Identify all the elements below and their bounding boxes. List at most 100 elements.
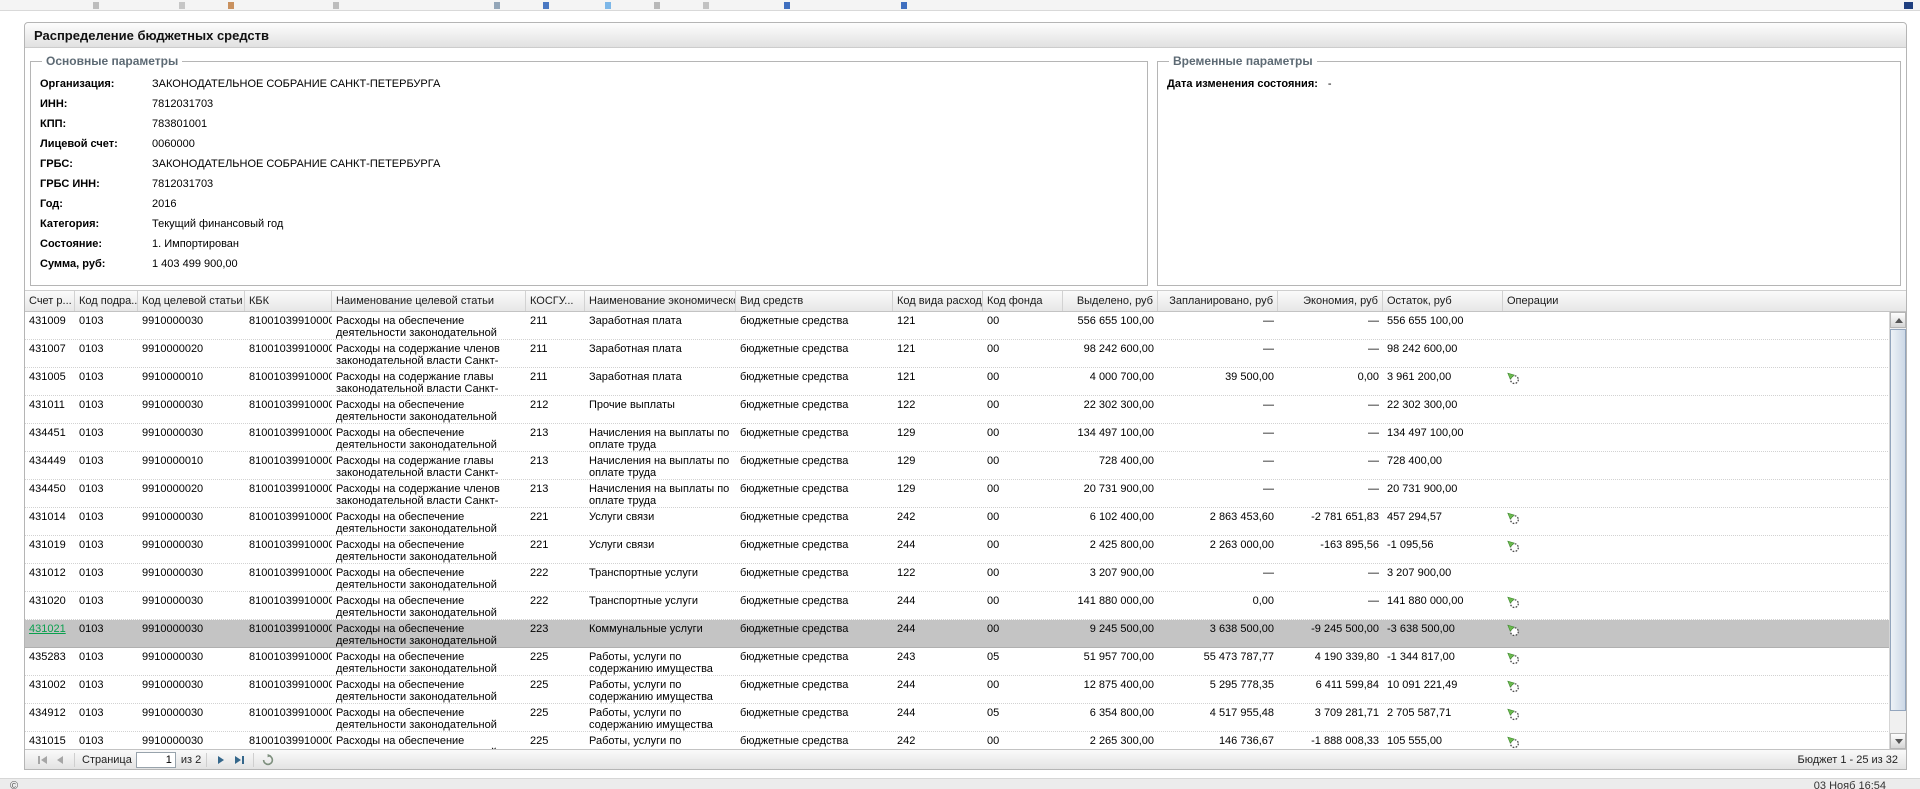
cell-savings: — bbox=[1368, 455, 1379, 467]
grid-row[interactable]: 435283 0103 9910000030 81001039910000... Рас… bbox=[25, 648, 1906, 676]
cell-remainder: 3 961 200,00 bbox=[1387, 371, 1452, 383]
cell-fund_type: бюджетные средства bbox=[740, 623, 849, 635]
budget-grid: Счет р... Код подра... Код целевой статьи К… bbox=[25, 290, 1906, 769]
cell-remainder: 2 705 587,71 bbox=[1387, 707, 1452, 719]
redistribute-icon[interactable] bbox=[1507, 652, 1520, 668]
page-number-input[interactable] bbox=[135, 751, 176, 768]
cell-kosgu: 222 bbox=[530, 567, 549, 579]
redistribute-icon[interactable] bbox=[1507, 624, 1520, 640]
col-header-target_name[interactable]: Наименование целевой статьи bbox=[332, 291, 526, 311]
cell-planned: 5 295 778,35 bbox=[1209, 679, 1274, 691]
grid-row[interactable]: 434451 0103 9910000030 81001039910000... Рас… bbox=[25, 424, 1906, 452]
grid-row[interactable]: 431007 0103 9910000020 81001039910000... Рас… bbox=[25, 340, 1906, 368]
grid-row[interactable]: 434912 0103 9910000030 81001039910000... Рас… bbox=[25, 704, 1906, 732]
account-link[interactable]: 431009 bbox=[29, 315, 66, 327]
account-link[interactable]: 431007 bbox=[29, 343, 66, 355]
refresh-button[interactable] bbox=[259, 752, 277, 768]
grid-row[interactable]: 434450 0103 9910000020 81001039910000... Рас… bbox=[25, 480, 1906, 508]
account-link[interactable]: 431002 bbox=[29, 679, 66, 691]
account-link[interactable]: 431015 bbox=[29, 735, 66, 747]
col-header-allocated[interactable]: Выделено, руб bbox=[1063, 291, 1158, 311]
cell-remainder: 728 400,00 bbox=[1387, 455, 1443, 467]
redistribute-icon[interactable] bbox=[1507, 596, 1520, 612]
cell-target_code: 9910000030 bbox=[142, 707, 204, 719]
grid-row[interactable]: 434449 0103 9910000010 81001039910000... Рас… bbox=[25, 452, 1906, 480]
redistribute-icon[interactable] bbox=[1507, 708, 1520, 724]
col-header-savings[interactable]: Экономия, руб bbox=[1278, 291, 1383, 311]
grid-row[interactable]: 431020 0103 9910000030 81001039910000... Рас… bbox=[25, 592, 1906, 620]
account-link[interactable]: 431019 bbox=[29, 539, 66, 551]
scroll-up-button[interactable] bbox=[1890, 312, 1906, 328]
grid-row[interactable]: 431002 0103 9910000030 81001039910000... Рас… bbox=[25, 676, 1906, 704]
col-header-fund_code[interactable]: Код фонда bbox=[983, 291, 1063, 311]
account-link[interactable]: 434449 bbox=[29, 455, 66, 467]
col-header-kbk[interactable]: КБК bbox=[245, 291, 332, 311]
col-header-remainder[interactable]: Остаток, руб bbox=[1383, 291, 1503, 311]
cell-remainder: 98 242 600,00 bbox=[1387, 343, 1458, 355]
grid-row[interactable]: 431015 0103 9910000030 81001039910000... Рас… bbox=[25, 732, 1906, 749]
col-header-expense_kind[interactable]: Код вида расходов bbox=[893, 291, 983, 311]
account-link[interactable]: 431014 bbox=[29, 511, 66, 523]
cell-target_name: Расходы на обеспечение деятельности зако… bbox=[336, 427, 497, 451]
first-page-button[interactable] bbox=[33, 752, 51, 768]
param-value: - bbox=[1327, 78, 1332, 90]
cell-dept: 0103 bbox=[79, 567, 104, 579]
cell-savings: 0,00 bbox=[1357, 371, 1379, 383]
cell-kosgu: 211 bbox=[530, 343, 548, 355]
col-header-fund_type[interactable]: Вид средств bbox=[736, 291, 893, 311]
col-header-dept[interactable]: Код подра... bbox=[75, 291, 138, 311]
redistribute-icon[interactable] bbox=[1507, 372, 1520, 388]
param-label: ИНН: bbox=[40, 98, 68, 110]
last-page-button[interactable] bbox=[230, 752, 248, 768]
cell-econ_name: Транспортные услуги bbox=[589, 567, 699, 579]
cell-remainder: -3 638 500,00 bbox=[1387, 623, 1455, 635]
grid-row[interactable]: 431021 0103 9910000030 81001039910000... Рас… bbox=[25, 620, 1906, 648]
cell-fund_type: бюджетные средства bbox=[740, 651, 849, 663]
account-link[interactable]: 434451 bbox=[29, 427, 66, 439]
grid-row[interactable]: 431009 0103 9910000030 81001039910000... Рас… bbox=[25, 312, 1906, 340]
redistribute-icon[interactable] bbox=[1507, 512, 1520, 528]
cell-savings: -2 781 651,83 bbox=[1311, 511, 1379, 523]
account-link[interactable]: 431011 bbox=[29, 399, 65, 411]
grid-row[interactable]: 431014 0103 9910000030 81001039910000... Рас… bbox=[25, 508, 1906, 536]
account-link[interactable]: 431020 bbox=[29, 595, 66, 607]
prev-page-button[interactable] bbox=[51, 752, 69, 768]
cell-allocated: 3 207 900,00 bbox=[1089, 567, 1154, 579]
next-page-button[interactable] bbox=[212, 752, 230, 768]
col-header-kosgu[interactable]: КОСГУ... bbox=[526, 291, 585, 311]
account-link[interactable]: 431012 bbox=[29, 567, 66, 579]
copyright-icon: © bbox=[10, 780, 19, 789]
param-label: КПП: bbox=[40, 118, 67, 130]
redistribute-icon[interactable] bbox=[1507, 540, 1520, 556]
grid-row[interactable]: 431019 0103 9910000030 81001039910000... Рас… bbox=[25, 536, 1906, 564]
redistribute-icon[interactable] bbox=[1507, 736, 1520, 749]
account-link[interactable]: 431021 bbox=[29, 623, 66, 635]
account-link[interactable]: 434450 bbox=[29, 483, 66, 495]
cell-target_code: 9910000020 bbox=[142, 483, 204, 495]
cell-dept: 0103 bbox=[79, 483, 104, 495]
grid-row[interactable]: 431011 0103 9910000030 81001039910000... Рас… bbox=[25, 396, 1906, 424]
vertical-scrollbar[interactable] bbox=[1889, 312, 1906, 749]
account-link[interactable]: 431005 bbox=[29, 371, 66, 383]
cell-target_name: Расходы на обеспечение деятельности зако… bbox=[336, 315, 497, 339]
cell-fund_type: бюджетные средства bbox=[740, 567, 849, 579]
grid-body: 431009 0103 9910000030 81001039910000... Рас… bbox=[25, 312, 1906, 749]
cell-target_code: 9910000030 bbox=[142, 567, 204, 579]
grid-row[interactable]: 431005 0103 9910000010 81001039910000... Рас… bbox=[25, 368, 1906, 396]
col-header-econ_name[interactable]: Наименование экономической ... bbox=[585, 291, 736, 311]
scroll-down-button[interactable] bbox=[1890, 733, 1906, 749]
arrow-down-icon bbox=[1895, 739, 1903, 744]
account-link[interactable]: 434912 bbox=[29, 707, 66, 719]
col-header-planned[interactable]: Запланировано, руб bbox=[1158, 291, 1278, 311]
grid-row[interactable]: 431012 0103 9910000030 81001039910000... Рас… bbox=[25, 564, 1906, 592]
scrollbar-thumb[interactable] bbox=[1890, 329, 1906, 711]
account-link[interactable]: 435283 bbox=[29, 651, 66, 663]
col-header-ops[interactable]: Операции bbox=[1507, 295, 1559, 307]
cell-account: 434912 bbox=[25, 704, 75, 731]
redistribute-icon[interactable] bbox=[1507, 680, 1520, 696]
cell-planned: 2 263 000,00 bbox=[1209, 539, 1274, 551]
cell-expense_kind: 244 bbox=[897, 707, 916, 719]
cell-dept: 0103 bbox=[79, 399, 104, 411]
col-header-target_code[interactable]: Код целевой статьи bbox=[138, 291, 245, 311]
col-header-account[interactable]: Счет р... bbox=[25, 291, 75, 311]
